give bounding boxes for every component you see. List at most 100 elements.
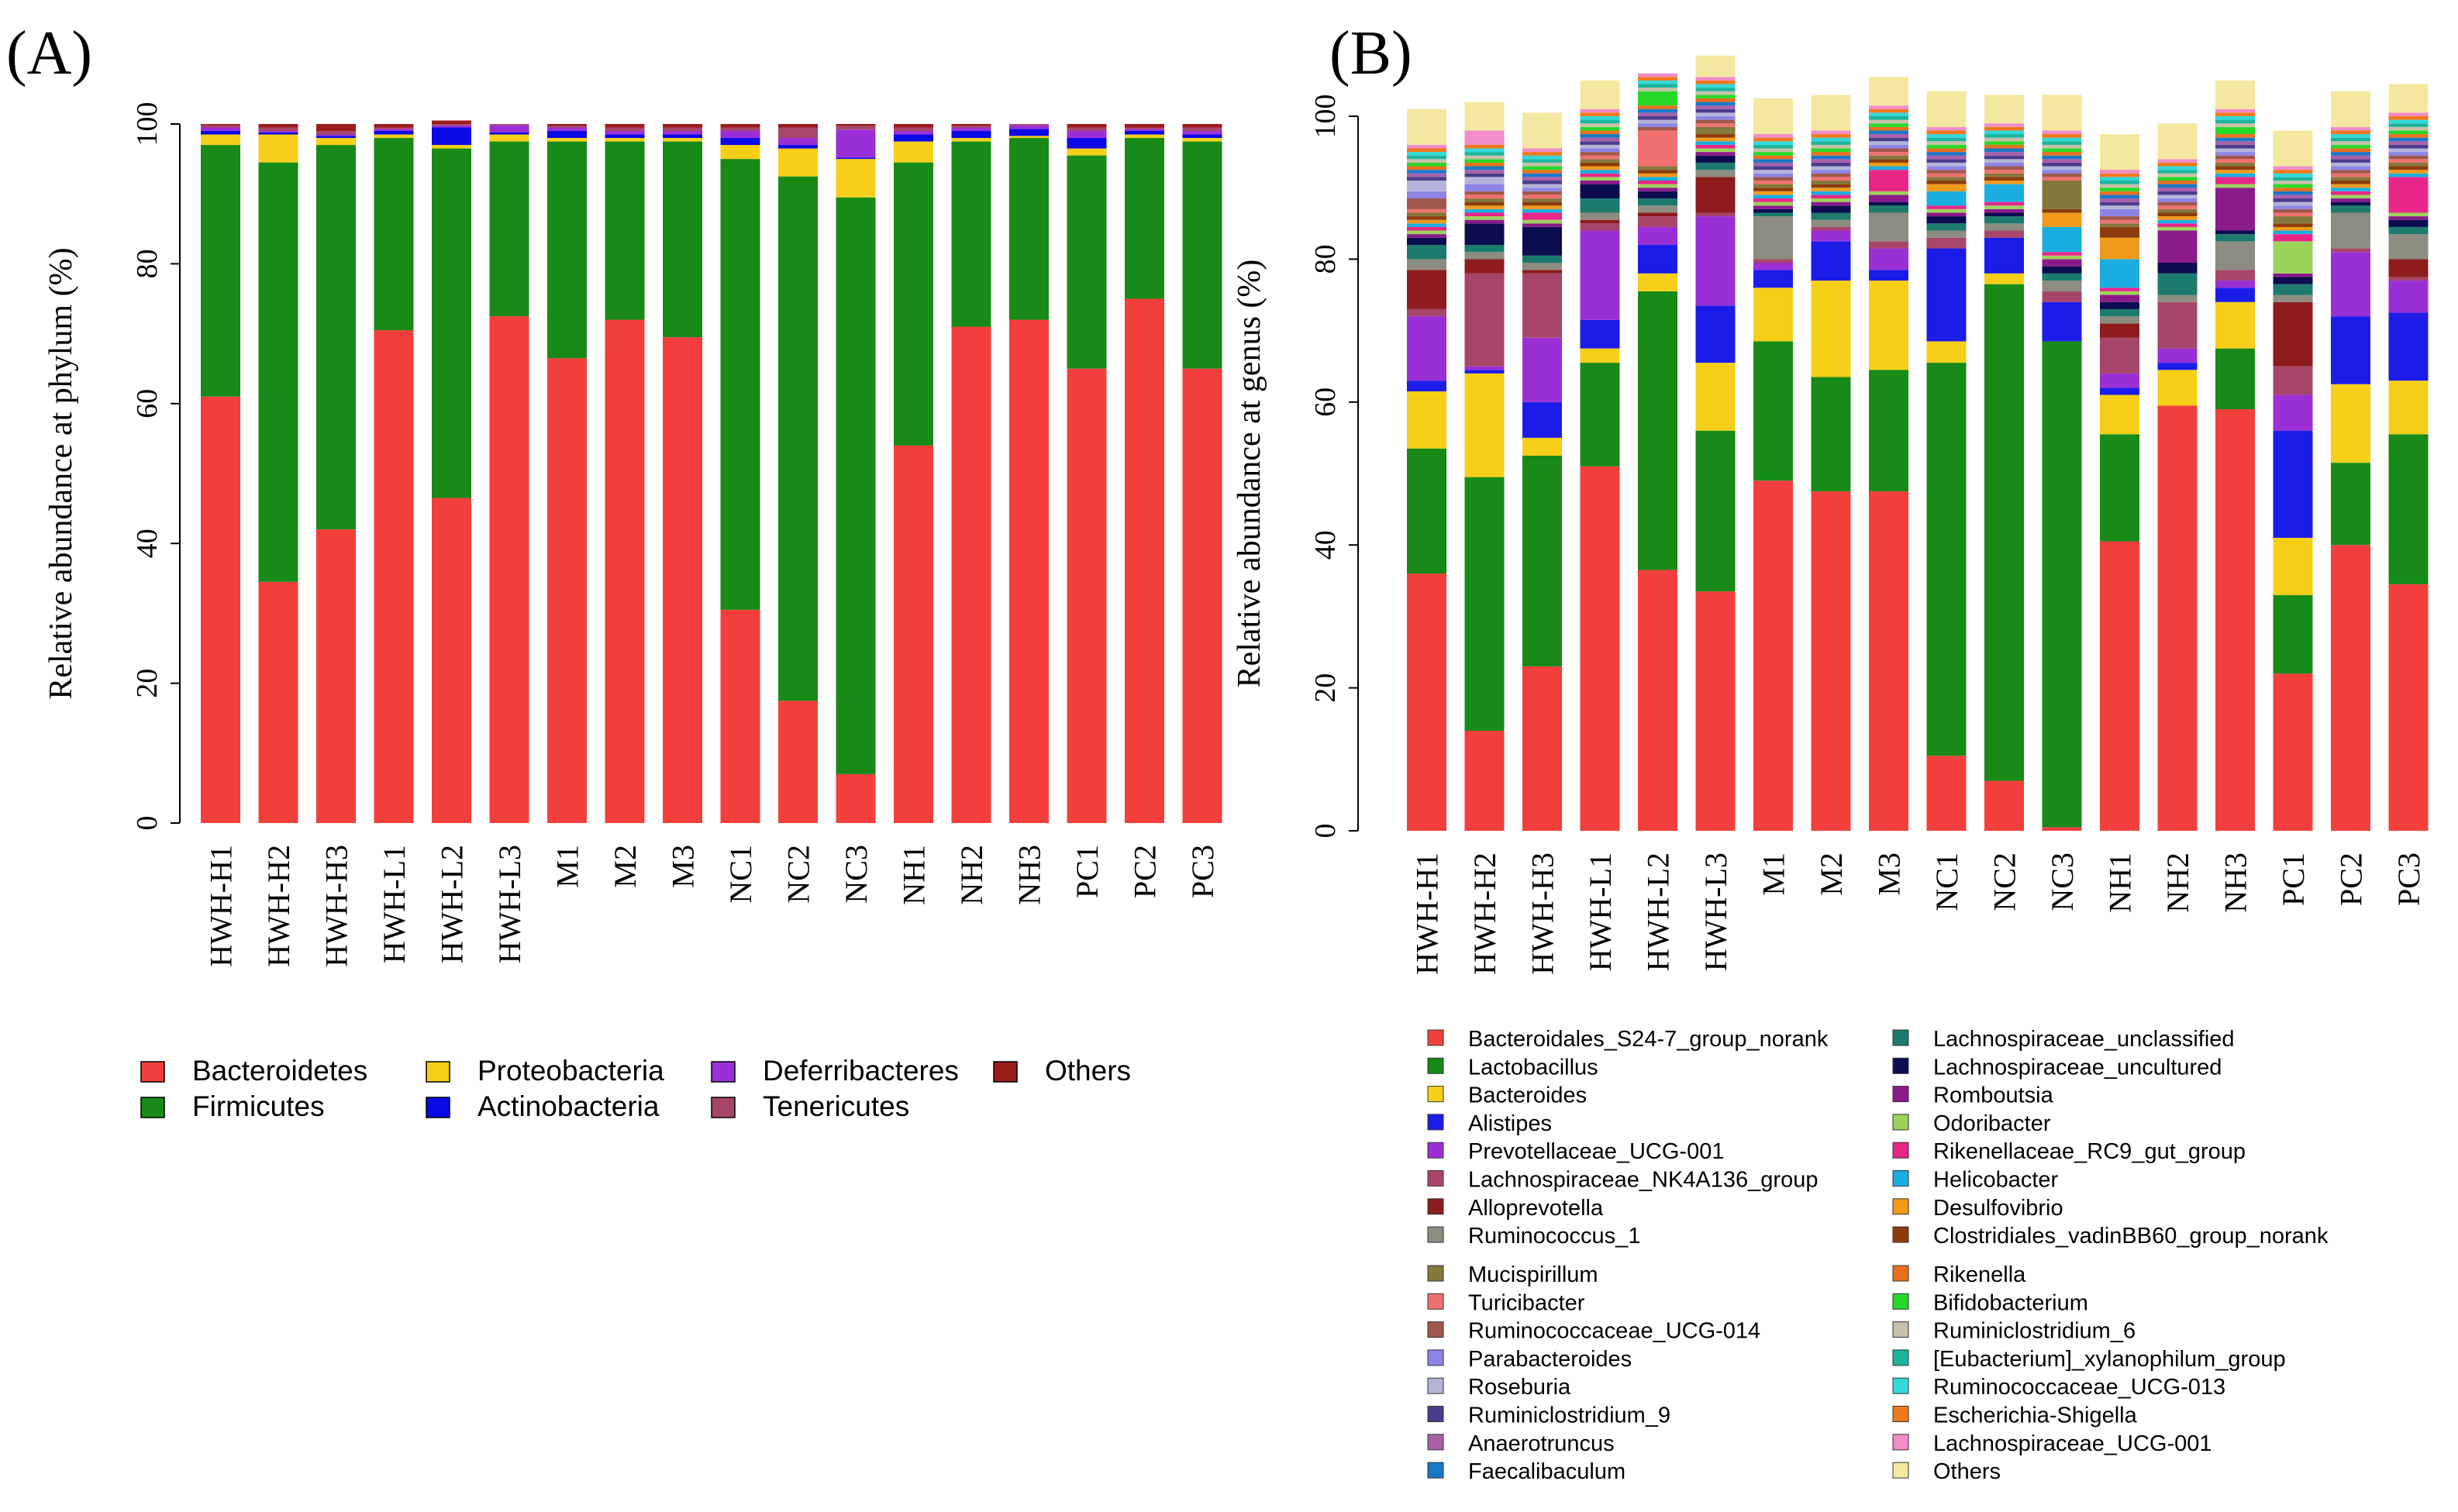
bar-ruminococcaceae-ucg-013-nh3 [2215,116,2255,120]
legend-swatch-bacteroidetes [140,1061,165,1083]
bar-parabacteroides-hwh-l2 [1638,123,1677,127]
bar-lachnospiraceae-nk4a136-group-hwh-l1 [1580,223,1620,231]
legend-swatch-firmicutes [140,1097,165,1118]
bar-tenericutes-nc1 [720,127,760,132]
bar-ruminiclostridium-6-nh3 [2215,123,2255,127]
bar-desulfovibrio-pc3 [2388,170,2429,174]
bar-ruminococcus-1-nc2 [1984,223,2024,231]
bar-anaerotruncus-nc2 [1984,152,2024,156]
bar-helicobacter-m2 [1811,191,1851,195]
bar-escherichia-shigella-nh1 [2100,173,2139,177]
bar-mucispirillum-pc2 [2331,177,2370,181]
bar-desulfovibrio-nh2 [2157,216,2198,220]
bar-bacteroides-nc1 [1926,341,1967,363]
bar-desulfovibrio-nc1 [1926,184,1967,191]
bar-odoribacter-m2 [1811,198,1851,202]
bar-deferribacteres-m2 [605,131,645,135]
bar-lachnospiraceae-nk4a136-group-hwh-h3 [1522,273,1562,338]
bar-bifidobacterium-nc3 [2042,148,2082,153]
bar-eubacterium-xylanophilum-group-nh3 [2215,119,2255,124]
bar-bacteroidetes-m2 [605,319,645,823]
bar-lachnospiraceae-nk4a136-group-nh1 [2100,337,2139,374]
bar-others-pc3 [2388,84,2429,113]
legend-label-others: Others [1045,1055,1131,1087]
x-tick-label-pc3: PC3 [1185,845,1220,898]
bar-escherichia-shigella-nh2 [2157,162,2198,167]
bar-alistipes-nc2 [1984,237,2024,274]
bar-turicibacter-nc2 [1984,170,2024,174]
bar-roseburia-m3 [1869,141,1908,145]
bar-ruminococcaceae-ucg-013-nh2 [2157,166,2198,170]
legend-swatch-turicibacter [1427,1293,1444,1310]
legend-label-odoribacter: Odoribacter [1933,1111,2051,1136]
bar-bacteroides-hwh-l3 [1695,363,1736,431]
bar-desulfovibrio-hwh-l2 [1638,173,1677,177]
bar-deferribacteres-nh2 [951,127,991,132]
bar-alistipes-hwh-l2 [1638,244,1677,274]
legend-swatch-lachnospiraceae-ucg-001 [1892,1434,1909,1451]
bar-roseburia-hwh-l1 [1580,144,1620,149]
bar-lachnospiraceae-unclassified-nc1 [1926,223,1967,231]
legend-label-alloprevotella: Alloprevotella [1468,1196,1604,1221]
legend-swatch-alloprevotella [1427,1198,1444,1215]
bar-actinobacteria-nc1 [720,138,760,146]
bar-ruminiclostridium-9-nc3 [2042,162,2082,167]
bar-actinobacteria-hwh-h1 [201,131,240,135]
bar-tenericutes-hwh-l2 [432,124,471,126]
legend-label-prevotellaceae-ucg-001: Prevotellaceae_UCG-001 [1468,1139,1724,1164]
bar-helicobacter-hwh-h1 [1407,223,1446,227]
bar-rikenellaceae-rc9-gut-group-pc2 [2331,191,2370,195]
bar-ruminococcus-1-nc1 [1926,230,1967,238]
bar-eubacterium-xylanophilum-group-nc1 [1926,137,1967,142]
bar-ruminococcus-1-nh2 [2157,294,2198,302]
bar-eubacterium-xylanophilum-group-nc3 [2042,141,2082,145]
bar-lachnospiraceae-ucg-001-hwh-h1 [1407,144,1446,149]
bar-others-m1 [547,124,587,126]
bar-lachnospiraceae-uncultured-hwh-h3 [1522,226,1562,256]
bar-ruminococcus-1-hwh-l3 [1695,170,1736,177]
bar-lachnospiraceae-uncultured-nh1 [2100,301,2139,309]
bar-desulfovibrio-m1 [1753,191,1793,195]
bar-rikenella-nc3 [2042,152,2082,156]
x-tick-label-hwh-l1: HWH-L1 [377,845,412,963]
bar-anaerotruncus-hwh-l1 [1580,137,1620,142]
bar-tenericutes-pc3 [1182,127,1222,132]
bar-deferribacteres-pc1 [1067,131,1107,139]
bar-romboutsia-m2 [1811,201,1851,206]
bar-others-nc1 [720,124,760,128]
bar-odoribacter-hwh-l1 [1580,177,1620,181]
bar-desulfovibrio-hwh-h3 [1522,205,1562,209]
bar-lachnospiraceae-unclassified-hwh-l3 [1695,162,1736,170]
bar-bacteroidetes-nc1 [720,609,760,823]
bar-parabacteroides-nc1 [1926,166,1967,170]
bar-eubacterium-xylanophilum-group-pc2 [2331,137,2370,142]
x-tick-label-hwh-l1: HWH-L1 [1583,852,1618,971]
bar-romboutsia-m3 [1869,195,1908,202]
bar-turicibacter-hwh-l1 [1580,155,1620,160]
legend-swatch-others [1892,1462,1909,1479]
bar-ruminiclostridium-6-nc2 [1984,137,2024,142]
bar-lactobacillus-m2 [1811,377,1851,492]
panel-label-a: (A) [6,19,92,88]
bar-others-pc2 [2331,91,2370,127]
legend-label-lachnospiraceae-nk4a136-group: Lachnospiraceae_NK4A136_group [1468,1168,1818,1193]
bar-alloprevotella-hwh-h2 [1464,259,1505,274]
bar-eubacterium-xylanophilum-group-hwh-h2 [1464,152,1505,156]
bar-proteobacteria-m3 [663,138,702,142]
bar-parabacteroides-hwh-h2 [1464,184,1505,191]
bar-ruminococcus-1-hwh-l2 [1638,205,1677,213]
bar-odoribacter-nh3 [2215,184,2255,188]
bar-eubacterium-xylanophilum-group-pc3 [2388,123,2429,127]
bar-anaerotruncus-nc1 [1926,155,1967,160]
bar-alistipes-hwh-l1 [1580,319,1620,349]
bar-lachnospiraceae-nk4a136-group-nc2 [1984,230,2024,238]
legend-swatch-alistipes [1427,1114,1444,1131]
bar-alistipes-pc1 [2273,430,2313,538]
bar-turicibacter-nc3 [2042,177,2082,181]
bar-bifidobacterium-pc3 [2388,130,2429,135]
bar-rikenellaceae-rc9-gut-group-hwh-h2 [1464,212,1505,217]
bar-mucispirillum-m1 [1753,184,1793,188]
bar-bifidobacterium-m1 [1753,152,1793,156]
bar-parabacteroides-nh2 [2157,198,2198,202]
bar-ruminiclostridium-9-pc1 [2273,198,2313,202]
